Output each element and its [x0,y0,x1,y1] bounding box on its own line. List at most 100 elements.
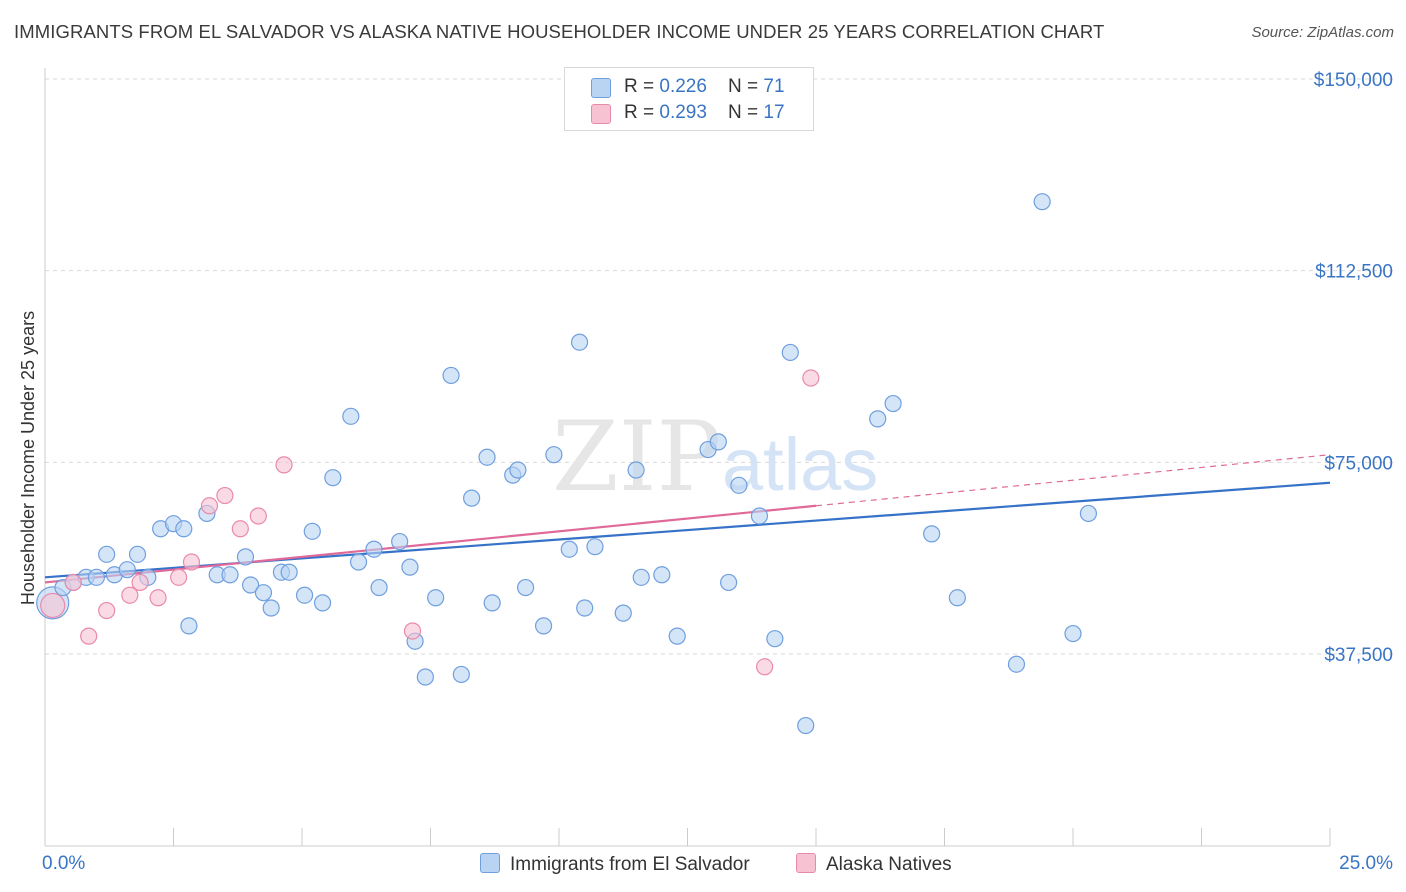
trendline-alaska-natives-extension [815,454,1331,507]
point-el-salvador [560,540,578,558]
point-el-salvador [303,522,321,540]
point-alaska-natives [121,586,139,604]
y-tick-label: $112,500 [1315,262,1393,283]
point-el-salvador [262,599,280,617]
legend-swatch-pink [591,104,611,124]
point-alaska-natives [216,486,234,505]
legend-r-value: 0.293 [659,102,707,123]
x-tick-label: 25.0% [1339,853,1393,874]
legend-r-value: 0.226 [659,76,707,97]
axis-labels: $37,500 $75,000 $112,500 $150,000 0.0% 25.0% [42,70,1393,874]
point-el-salvador [313,594,332,612]
y-tick-label: $37,500 [1324,645,1393,666]
legend-swatch-pink [796,853,816,873]
point-el-salvador [175,520,193,538]
point-el-salvador [180,617,198,635]
point-alaska-natives [231,520,249,538]
point-el-salvador [509,461,527,479]
point-alaska-natives [755,658,774,676]
point-el-salvador [516,578,535,597]
point-el-salvador [586,538,604,556]
legend-label-alaska-natives: Alaska Natives [826,854,952,875]
point-alaska-natives [275,456,293,474]
point-el-salvador [668,627,686,645]
point-el-salvador [884,394,902,413]
point-el-salvador [1033,193,1051,211]
point-alaska-natives [98,601,116,620]
legend-r-label: R = [624,76,660,97]
legend-item-alaska-natives: Alaska Natives [796,853,952,876]
chart-source: Source: ZipAtlas.com [1251,24,1394,41]
point-el-salvador [118,561,136,579]
point-el-salvador [923,525,941,543]
point-el-salvador [797,716,815,735]
point-alaska-natives [182,553,201,571]
point-el-salvador [627,461,645,479]
trend-lines [44,454,1331,584]
x-tick-label: 0.0% [42,853,85,874]
point-el-salvador [720,573,738,592]
point-el-salvador [766,630,784,648]
point-el-salvador [280,563,298,581]
point-el-salvador [98,545,116,563]
point-alaska-natives [403,622,422,640]
axes [44,68,1331,847]
point-el-salvador [545,446,563,464]
point-el-salvador [254,584,273,602]
point-alaska-natives [249,507,267,525]
point-el-salvador [342,407,360,425]
point-el-salvador [370,578,388,597]
point-el-salvador [869,410,887,428]
point-el-salvador [452,665,470,684]
point-el-salvador [632,568,650,586]
watermark-atlas: atlas [722,423,878,506]
correlation-legend: R = 0.226 N = 71 R = 0.293 N = 17 [564,67,814,131]
point-el-salvador [221,566,239,584]
legend-n-value: 17 [763,102,785,123]
point-el-salvador [463,489,481,507]
point-el-salvador [442,366,460,385]
point-el-salvador [1007,655,1026,673]
y-axis-title: Householder Income Under 25 years [18,311,38,605]
legend-n-label: N = [728,76,764,97]
legend-item-el-salvador: Immigrants from El Salvador [480,853,750,876]
point-alaska-natives [40,592,66,619]
point-el-salvador [1079,504,1098,523]
point-el-salvador [1064,624,1082,643]
point-alaska-natives [149,589,167,607]
point-el-salvador [576,599,594,617]
point-el-salvador [295,586,314,604]
legend-r-label: R = [624,102,660,123]
point-alaska-natives [170,568,188,586]
trendline-alaska-natives [44,504,817,584]
legend-label-el-salvador: Immigrants from El Salvador [510,854,750,875]
point-el-salvador [730,476,748,494]
point-alaska-natives [131,573,149,592]
point-el-salvador [709,433,727,451]
grid-lines [45,78,1396,655]
point-el-salvador [653,566,671,584]
point-el-salvador [478,448,496,466]
point-el-salvador [416,668,434,686]
point-el-salvador [391,532,409,551]
point-el-salvador [483,594,501,612]
y-tick-label: $150,000 [1314,70,1393,91]
legend-swatch-blue [591,78,611,98]
point-alaska-natives [80,627,98,645]
point-el-salvador [349,553,368,571]
point-el-salvador [236,548,255,566]
point-el-salvador [948,589,966,607]
y-tick-label: $75,000 [1324,453,1393,474]
point-el-salvador [324,469,342,487]
point-el-salvador [781,343,799,362]
legend-n-value: 71 [763,76,785,97]
point-el-salvador [365,540,383,558]
legend-swatch-blue [480,853,500,873]
point-alaska-natives [802,369,820,387]
point-el-salvador [614,604,632,622]
watermark: ZIP atlas [552,401,878,513]
legend-n-label: N = [728,102,764,123]
point-alaska-natives [64,573,82,592]
point-el-salvador [242,576,260,594]
